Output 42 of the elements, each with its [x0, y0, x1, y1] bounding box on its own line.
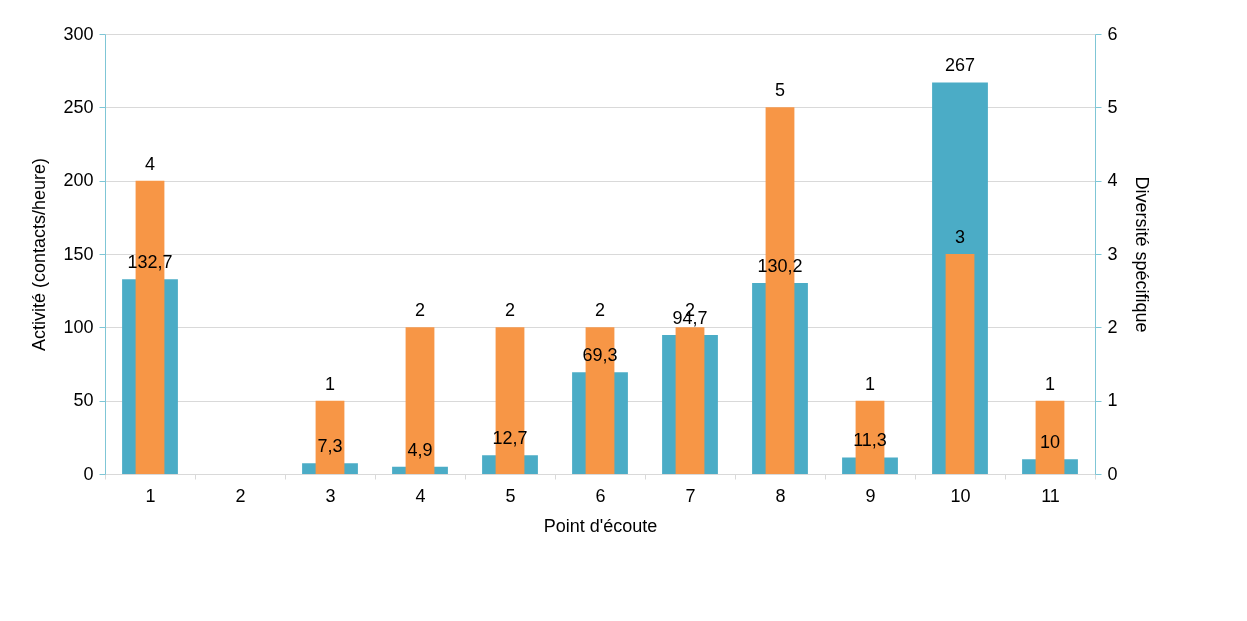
bar — [945, 254, 975, 474]
y-axis-title: Activité (contacts/heure) — [29, 157, 50, 352]
x-tick-label: 8 — [775, 485, 786, 506]
y-tick-label: 100 — [63, 316, 94, 337]
data-label: 3 — [954, 227, 966, 247]
x-tick-label: 7 — [685, 485, 696, 506]
y2-tick-label: 6 — [1107, 23, 1118, 44]
data-label: 4 — [144, 153, 156, 174]
data-label: 1 — [864, 373, 876, 394]
y2-axis-title: Diversité spécifique — [1131, 176, 1152, 333]
data-label: 1 — [1044, 373, 1056, 394]
x-tick-label: 11 — [1041, 485, 1060, 506]
data-label: 2 — [504, 300, 516, 321]
data-label: 5 — [774, 80, 786, 101]
y-tick-label: 150 — [63, 243, 94, 264]
y2-tick-label: 2 — [1107, 316, 1118, 337]
data-label: 1 — [324, 373, 336, 394]
y2-tick-label: 1 — [1107, 390, 1118, 411]
x-tick-label: 6 — [595, 485, 606, 506]
y-tick-label: 300 — [63, 23, 94, 44]
data-label: 267 — [944, 55, 976, 76]
x-tick-label: 4 — [415, 485, 426, 506]
data-label: 2 — [414, 300, 426, 321]
x-tick-label: 2 — [235, 485, 246, 506]
data-label: 4,9 — [407, 439, 433, 460]
y2-tick-label: 4 — [1107, 170, 1118, 191]
y-tick-label: 50 — [73, 390, 94, 411]
y-tick-label: 0 — [83, 463, 94, 484]
data-label: 7,3 — [317, 436, 343, 457]
y2-tick-label: 3 — [1107, 243, 1118, 264]
data-label: 2 — [594, 300, 606, 321]
x-tick-label: 5 — [505, 485, 516, 506]
y2-tick-label: 0 — [1107, 463, 1118, 484]
x-axis-title: Point d'écoute — [543, 515, 658, 536]
y-tick-label: 200 — [63, 170, 94, 191]
x-tick-label: 1 — [145, 485, 156, 506]
data-label: 10 — [1039, 432, 1061, 453]
x-tick-label: 3 — [325, 485, 336, 506]
y-tick-label: 250 — [63, 96, 94, 117]
x-tick-label: 10 — [950, 485, 971, 506]
x-tick-label: 9 — [865, 485, 876, 506]
y2-tick-label: 5 — [1107, 96, 1118, 117]
